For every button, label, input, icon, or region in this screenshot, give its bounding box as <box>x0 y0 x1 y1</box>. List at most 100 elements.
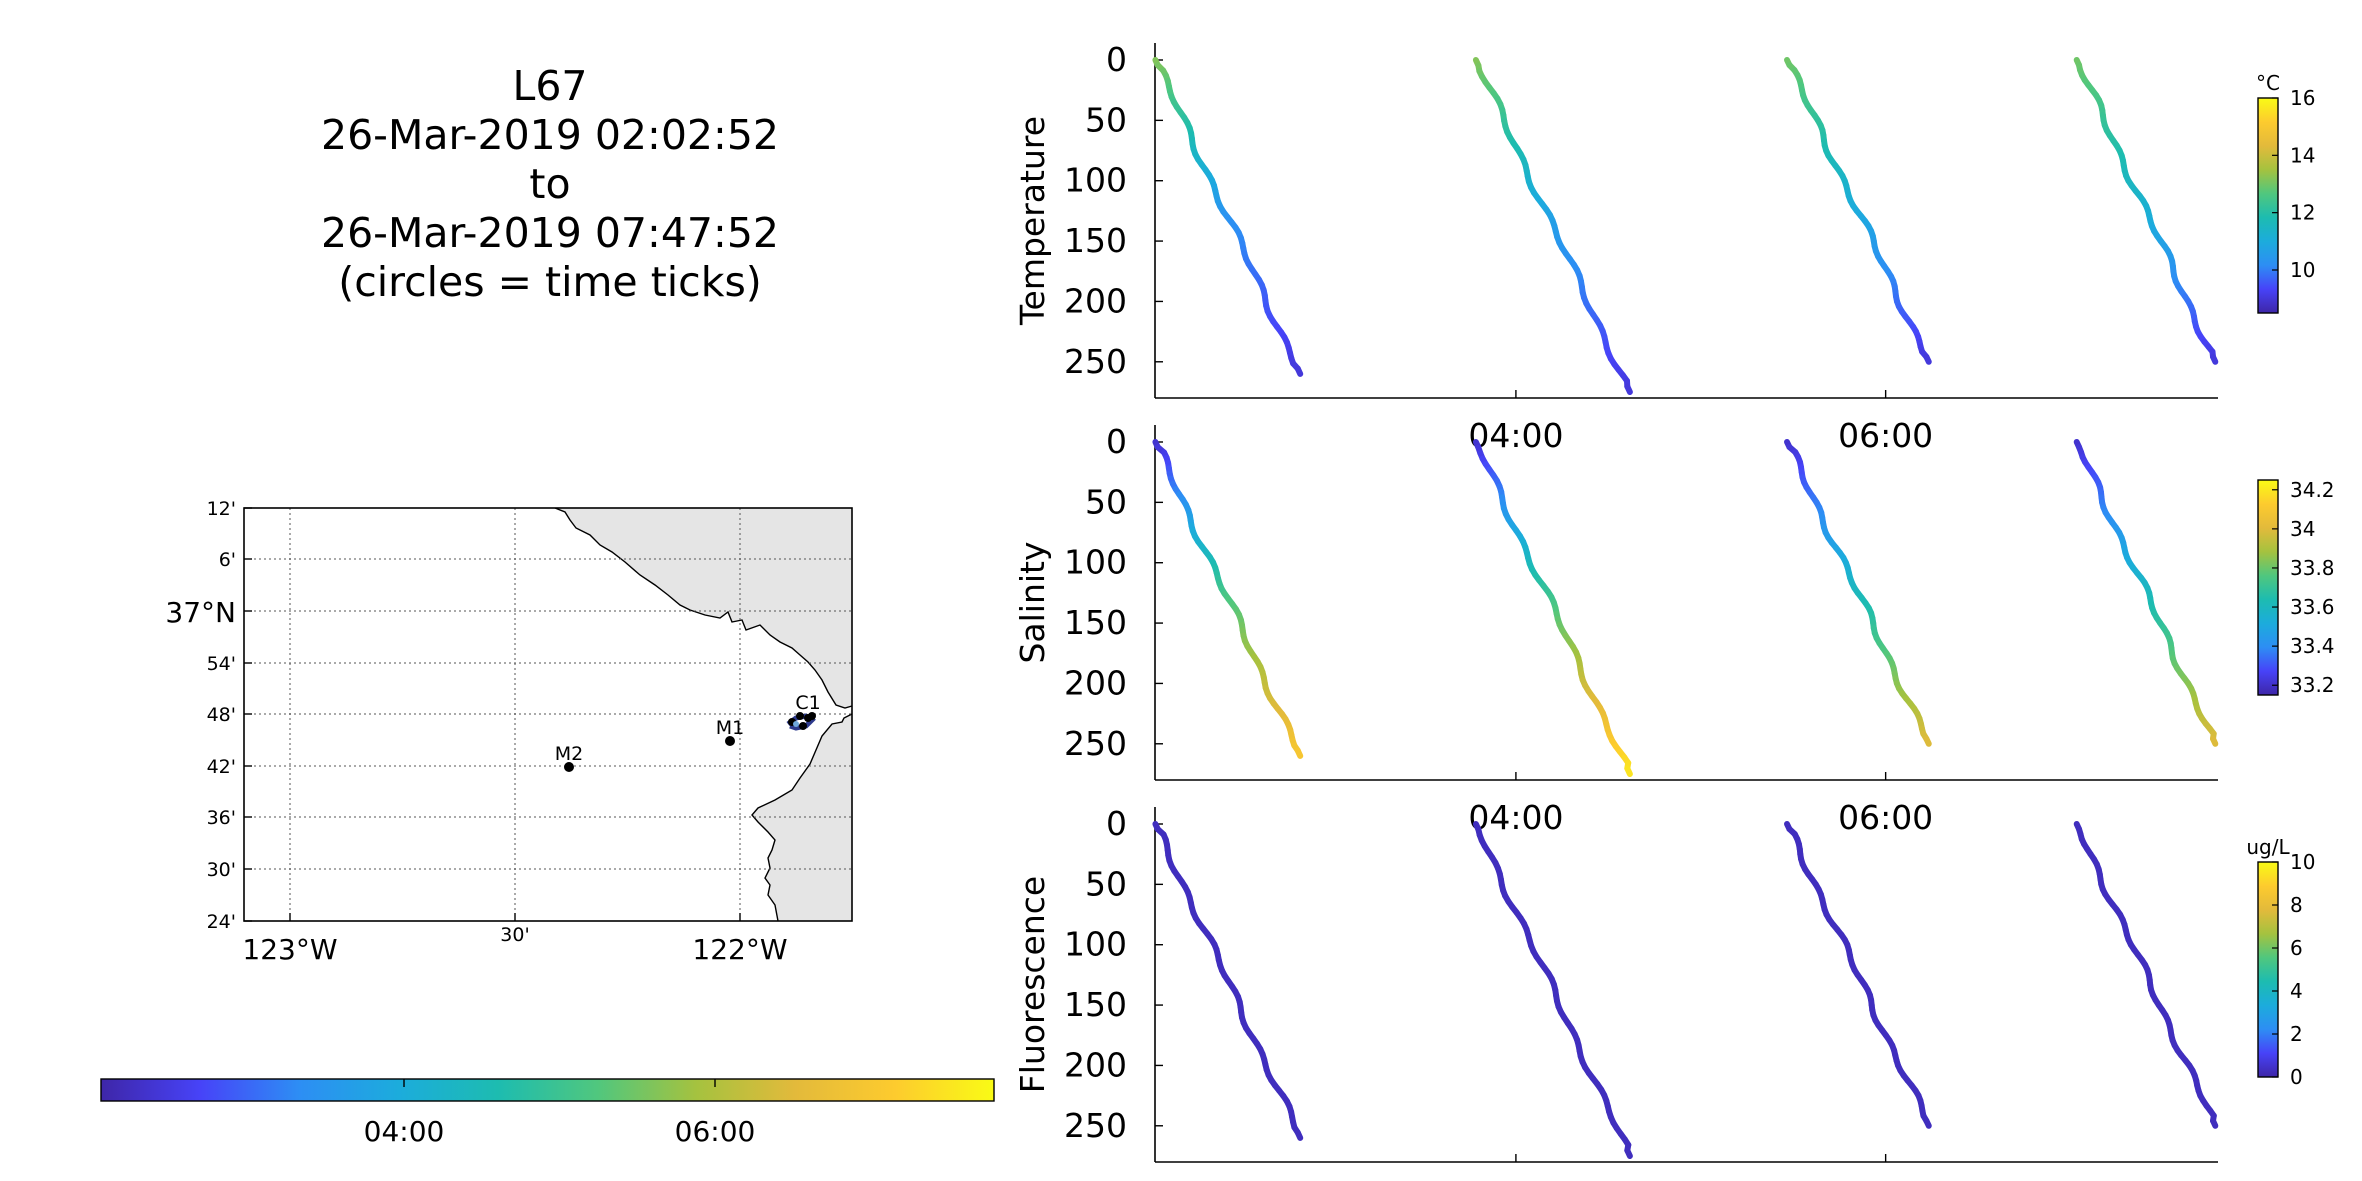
time-colorbar-gradient <box>100 1078 995 1102</box>
y-tick-label: 200 <box>1064 281 1127 320</box>
glider-track-point <box>793 721 799 727</box>
profile-segment <box>1923 1117 1932 1129</box>
y-tick-label: 0 <box>1106 40 1127 79</box>
time-colorbar-tick-label: 06:00 <box>675 1115 756 1148</box>
profile-series <box>1472 821 1633 1159</box>
colorbar-tick-label: 0 <box>2290 1065 2303 1089</box>
colorbar-tick-label: 2 <box>2290 1022 2303 1046</box>
map-lat-tick-label: 24' <box>207 911 236 933</box>
profile-segment <box>1294 365 1304 377</box>
colorbar-tick-label: 33.2 <box>2290 673 2335 697</box>
colorbar-tick-label: 33.6 <box>2290 595 2335 619</box>
profile-segment <box>1294 747 1304 759</box>
map-gridlines <box>244 507 852 922</box>
profile-segment <box>1923 735 1932 747</box>
title-line-to: to <box>529 160 571 208</box>
y-tick-label: 150 <box>1064 985 1127 1024</box>
profile-series <box>1472 439 1633 777</box>
colorbar-gradient <box>2257 97 2279 314</box>
temperature-panel: 0 50 100 150 200 250 04:00 06:00 Temperature 10 12… <box>1013 40 2315 455</box>
glider-time-tick <box>808 712 816 720</box>
map-lat-tick-label: 54' <box>207 653 236 675</box>
colorbar-tick-label: 33.8 <box>2290 556 2335 580</box>
glider-track <box>786 712 816 731</box>
colorbar-gradient <box>2257 479 2279 696</box>
colorbar-unit-label: ug/L <box>2246 835 2290 859</box>
glider-time-tick <box>799 722 807 730</box>
y-tick-label: 100 <box>1064 543 1127 582</box>
profile-segment <box>2210 735 2219 747</box>
x-tick-label: 04:00 <box>1468 798 1563 837</box>
map-frame <box>243 507 853 922</box>
station-m1-label: M1 <box>716 717 744 739</box>
station-m2-marker <box>564 762 574 772</box>
profile-segment <box>1624 765 1633 777</box>
colorbar-tick-label: 12 <box>2290 201 2315 225</box>
map-lon-tick-label: 123°W <box>242 933 337 966</box>
map-land <box>555 508 852 921</box>
y-tick-label: 200 <box>1064 663 1127 702</box>
map-lat-tick-label: 12' <box>207 498 236 520</box>
profile-segment <box>1294 1129 1304 1141</box>
map-lat-tick-label: 30' <box>207 859 236 881</box>
y-tick-label: 50 <box>1085 482 1127 521</box>
title-line-platform: L67 <box>512 62 588 110</box>
y-tick-label: 250 <box>1064 342 1127 381</box>
y-axis-label: Fluorescence <box>1013 876 1052 1093</box>
station-m1-marker <box>725 736 735 746</box>
station-c1-label: C1 <box>795 692 820 714</box>
y-axis-label: Temperature <box>1013 116 1052 326</box>
map-lat-tick-label: 37°N <box>165 596 236 629</box>
colorbar-tick-label: 16 <box>2290 86 2315 110</box>
colorbar-tick-label: 10 <box>2290 850 2315 874</box>
y-tick-label: 0 <box>1106 804 1127 843</box>
map-lat-tick-label: 36' <box>207 807 236 829</box>
y-tick-label: 250 <box>1064 1106 1127 1145</box>
profile-series <box>1784 821 1932 1129</box>
colorbar-tick-label: 14 <box>2290 143 2315 167</box>
profile-segment <box>2210 353 2219 365</box>
colorbar-tick-label: 33.4 <box>2290 634 2335 658</box>
profile-series <box>1472 57 1633 395</box>
profile-series <box>1784 57 1932 365</box>
map-lat-tick-label: 6' <box>219 549 236 571</box>
time-colorbar-tick-label: 04:00 <box>364 1115 445 1148</box>
map-lon-tick-label: 30' <box>500 924 529 946</box>
colorbar-unit-label: °C <box>2256 71 2280 95</box>
profile-series <box>2073 439 2219 747</box>
colorbar-tick-label: 34 <box>2290 517 2315 541</box>
profile-series <box>1784 439 1932 747</box>
salinity-colorbar: 33.2 33.4 33.6 33.8 34 34.2 <box>2257 478 2335 697</box>
title-line-note: (circles = time ticks) <box>338 258 762 306</box>
y-tick-label: 250 <box>1064 724 1127 763</box>
profile-series <box>1152 439 1304 759</box>
profile-segment <box>1624 383 1633 395</box>
y-tick-label: 0 <box>1106 422 1127 461</box>
x-tick-label: 06:00 <box>1838 416 1933 455</box>
y-tick-label: 200 <box>1064 1045 1127 1084</box>
profile-segment <box>1624 1147 1633 1159</box>
map-lon-tick-label: 122°W <box>692 933 787 966</box>
y-axis-label: Salinity <box>1013 541 1052 663</box>
x-tick-label: 04:00 <box>1468 416 1563 455</box>
y-tick-label: 50 <box>1085 100 1127 139</box>
colorbar-tick-label: 10 <box>2290 258 2315 282</box>
station-m2-label: M2 <box>555 743 583 765</box>
temperature-colorbar: 10 12 14 16 °C <box>2256 71 2315 314</box>
profile-segment <box>1923 353 1932 365</box>
map-lat-tick-label: 42' <box>207 756 236 778</box>
glider-time-tick <box>796 712 804 720</box>
map-lat-tick-label: 48' <box>207 704 236 726</box>
map-panel: 12' 6' 37°N 54' 48' 42' 36' 30' 24' 123°W 30' 122°… <box>165 498 853 966</box>
y-tick-label: 150 <box>1064 221 1127 260</box>
y-tick-label: 50 <box>1085 864 1127 903</box>
profile-segment <box>2210 1117 2219 1129</box>
title-line-end-time: 26-Mar-2019 07:47:52 <box>320 209 779 257</box>
colorbar-tick-label: 8 <box>2290 893 2303 917</box>
profile-series <box>2073 821 2219 1129</box>
y-tick-label: 150 <box>1064 603 1127 642</box>
time-colorbar: 04:00 06:00 <box>100 1078 995 1148</box>
